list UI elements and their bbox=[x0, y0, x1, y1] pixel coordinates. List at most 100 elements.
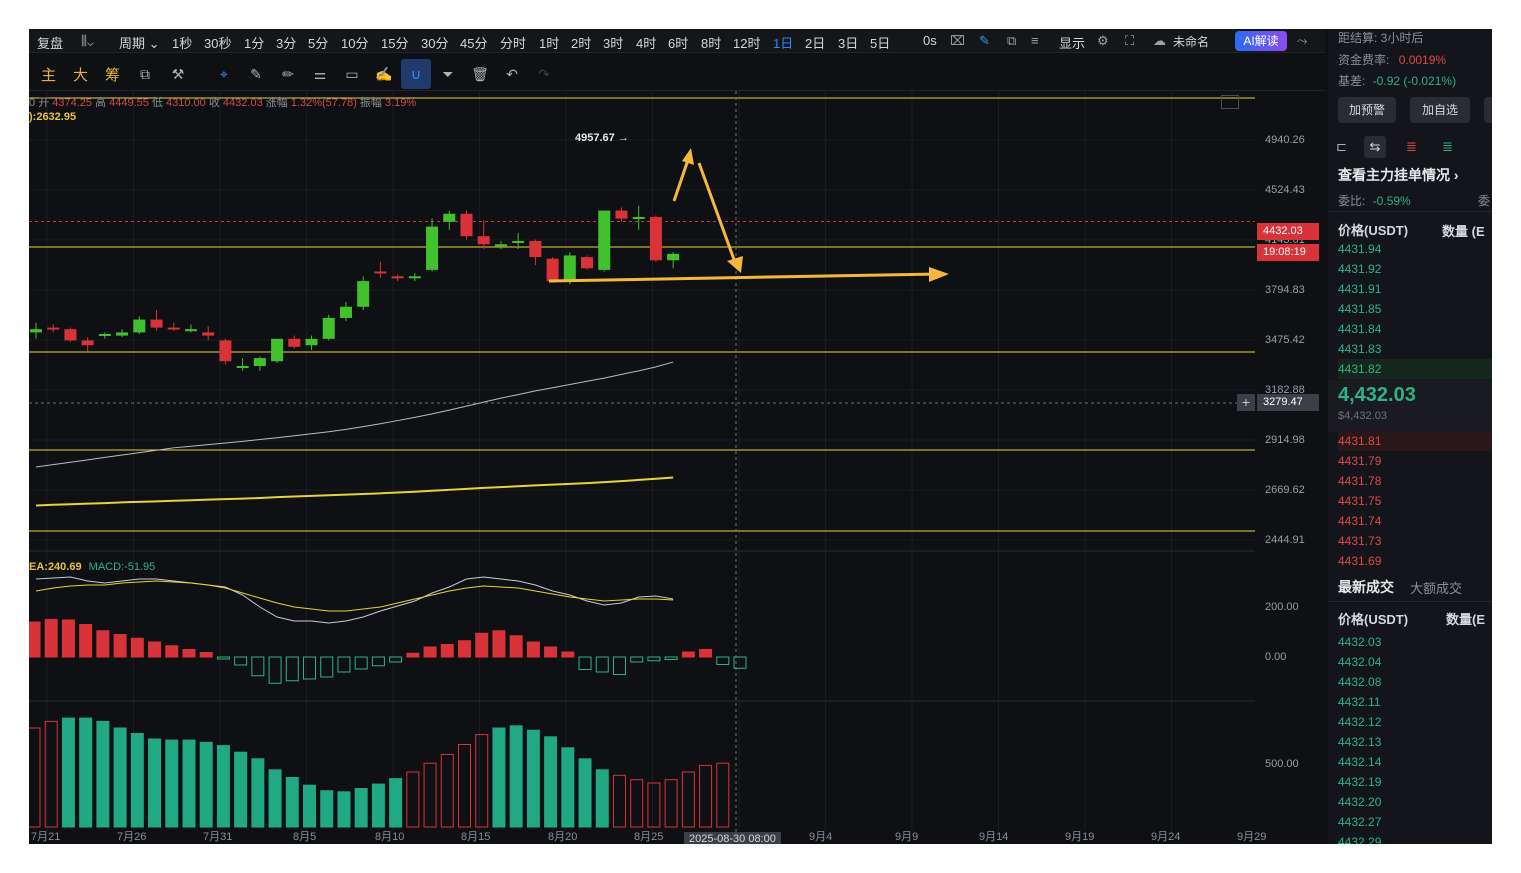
add-favorite-button[interactable]: 加自选 bbox=[1410, 97, 1470, 123]
interval-20[interactable]: 2日 bbox=[805, 36, 826, 51]
interval-12[interactable]: 1时 bbox=[539, 36, 560, 51]
row-price: 4432.12 bbox=[1338, 715, 1382, 729]
book-view-split-icon[interactable]: ⇆ bbox=[1364, 136, 1386, 158]
bid-row[interactable]: 4431.83 bbox=[1338, 339, 1492, 359]
macd-bar bbox=[130, 637, 144, 658]
trade-row[interactable]: 4432.20 bbox=[1338, 792, 1492, 812]
compare-icon[interactable]: ⧉ bbox=[140, 66, 150, 82]
magnet-icon[interactable]: ∪ bbox=[401, 59, 431, 89]
ask-row[interactable]: 4431.75 bbox=[1338, 491, 1492, 511]
text-icon[interactable]: ✍ bbox=[375, 66, 393, 82]
trade-row[interactable]: 4432.13 bbox=[1338, 732, 1492, 752]
interval-5[interactable]: 3分 bbox=[276, 36, 297, 51]
bid-row[interactable]: 4431.91 bbox=[1338, 279, 1492, 299]
candles-icon[interactable]: ⚌ bbox=[313, 66, 327, 82]
more-button[interactable] bbox=[1484, 97, 1492, 123]
price-axis-tick: 3794.83 bbox=[1265, 284, 1305, 296]
tab-large[interactable]: 大 bbox=[73, 67, 89, 84]
date-tick: 9月19 bbox=[1065, 831, 1095, 843]
volume-bar bbox=[561, 747, 575, 828]
interval-15[interactable]: 4时 bbox=[636, 36, 657, 51]
undo-icon[interactable]: ↶ bbox=[506, 66, 518, 82]
chart-type-icon[interactable]: ⫼⌄ bbox=[81, 33, 95, 48]
interval-17[interactable]: 8时 bbox=[701, 36, 722, 51]
add-alert-button[interactable]: 加预警 bbox=[1338, 97, 1396, 123]
ask-row[interactable]: 4431.73 bbox=[1338, 531, 1492, 551]
settings-icon[interactable]: ⚙ bbox=[1097, 33, 1109, 48]
tab-large-trades[interactable]: 大额成交 bbox=[1410, 581, 1463, 596]
interval-10[interactable]: 45分 bbox=[460, 36, 488, 51]
trade-row[interactable]: 4432.12 bbox=[1338, 712, 1492, 732]
chart-canvas[interactable]: 4957.67 → bbox=[29, 91, 1325, 844]
interval-19[interactable]: 1日 bbox=[773, 36, 794, 51]
interval-11[interactable]: 分时 bbox=[500, 36, 527, 51]
trash-icon[interactable]: 🗑 bbox=[471, 66, 489, 82]
interval-16[interactable]: 6时 bbox=[668, 36, 689, 51]
price-chart[interactable]: 4957.67 → 0 开 4374.25 高 4449.55 低 4310.0… bbox=[29, 91, 1325, 844]
trade-row[interactable]: 4432.14 bbox=[1338, 752, 1492, 772]
magic-icon[interactable]: ⚒ bbox=[171, 66, 185, 82]
add-order-icon[interactable]: + bbox=[1237, 394, 1255, 411]
book-view-bids-icon[interactable]: ≣ bbox=[1442, 139, 1453, 154]
edit-icon[interactable]: ✎ bbox=[979, 33, 990, 48]
interval-8[interactable]: 15分 bbox=[381, 36, 409, 51]
interval-3[interactable]: 30秒 bbox=[204, 36, 232, 51]
trade-row[interactable]: 4432.27 bbox=[1338, 812, 1492, 832]
fullscreen-icon[interactable] bbox=[1221, 95, 1239, 109]
window-icon[interactable]: ⧉ bbox=[1007, 33, 1017, 48]
volume-bar bbox=[699, 764, 713, 828]
layout-name-dropdown[interactable]: 未命名 bbox=[1173, 35, 1210, 49]
trade-row[interactable]: 4432.04 bbox=[1338, 652, 1492, 672]
interval-9[interactable]: 30分 bbox=[421, 36, 449, 51]
ask-row[interactable]: 4431.69 bbox=[1338, 551, 1492, 571]
crosshair-tool-icon[interactable]: ⌖ bbox=[220, 66, 228, 82]
tab-chips[interactable]: 筹 bbox=[105, 67, 121, 84]
menu-icon[interactable]: ≡ bbox=[1031, 33, 1039, 48]
filter-icon[interactable]: ⏷ bbox=[442, 66, 454, 82]
trade-row[interactable]: 4432.11 bbox=[1338, 692, 1492, 712]
volume-bar bbox=[61, 717, 75, 828]
bid-row[interactable]: 4431.82 bbox=[1338, 359, 1492, 379]
ask-row[interactable]: 4431.81 bbox=[1338, 431, 1492, 451]
macd-bar bbox=[699, 649, 713, 658]
bid-row[interactable]: 4431.84 bbox=[1338, 319, 1492, 339]
book-view-asks-icon[interactable]: ≣ bbox=[1406, 139, 1417, 154]
display-menu[interactable]: 显示 bbox=[1059, 36, 1086, 51]
period-dropdown[interactable]: 周期 ⌄ bbox=[119, 36, 160, 51]
orderbook-link[interactable]: 查看主力挂单情况 › bbox=[1338, 167, 1459, 183]
interval-14[interactable]: 3时 bbox=[603, 36, 624, 51]
bid-row[interactable]: 4431.85 bbox=[1338, 299, 1492, 319]
trade-row[interactable]: 4432.29 bbox=[1338, 832, 1492, 844]
book-view-both-icon[interactable]: ⊏ bbox=[1336, 139, 1347, 154]
camera-icon[interactable]: ⌧ bbox=[950, 33, 965, 48]
bid-row[interactable]: 4431.92 bbox=[1338, 259, 1492, 279]
tab-latest-trades[interactable]: 最新成交 bbox=[1338, 579, 1394, 595]
pencil-icon[interactable]: ✏ bbox=[282, 66, 294, 82]
interval-4[interactable]: 1分 bbox=[244, 36, 265, 51]
tab-main[interactable]: 主 bbox=[41, 67, 57, 84]
ai-analysis-button[interactable]: AI解读 bbox=[1235, 31, 1287, 51]
bid-row[interactable]: 4431.94 bbox=[1338, 239, 1492, 259]
ask-row[interactable]: 4431.79 bbox=[1338, 451, 1492, 471]
trade-row[interactable]: 4432.03 bbox=[1338, 632, 1492, 652]
replay-button[interactable]: 复盘 bbox=[37, 36, 64, 51]
ask-row[interactable]: 4431.74 bbox=[1338, 511, 1492, 531]
trade-row[interactable]: 4432.08 bbox=[1338, 672, 1492, 692]
ask-row[interactable]: 4431.78 bbox=[1338, 471, 1492, 491]
fullscreen-toggle-icon[interactable]: ⛶ bbox=[1125, 33, 1135, 48]
share-icon[interactable]: ⤳ bbox=[1297, 33, 1308, 48]
cloud-icon[interactable]: ☁ bbox=[1153, 33, 1166, 48]
interval-2[interactable]: 1秒 bbox=[172, 36, 193, 51]
interval-18[interactable]: 12时 bbox=[733, 36, 761, 51]
candle-body bbox=[133, 319, 146, 333]
interval-7[interactable]: 10分 bbox=[341, 36, 369, 51]
clipboard-icon[interactable]: ▭ bbox=[345, 66, 359, 82]
ruler-icon[interactable]: ✎ bbox=[250, 66, 262, 82]
volume-bar bbox=[182, 739, 196, 828]
interval-13[interactable]: 2时 bbox=[571, 36, 592, 51]
trade-row[interactable]: 4432.19 bbox=[1338, 772, 1492, 792]
interval-21[interactable]: 3日 bbox=[838, 36, 859, 51]
redo-icon[interactable]: ↷ bbox=[538, 66, 550, 82]
interval-6[interactable]: 5分 bbox=[308, 36, 329, 51]
interval-22[interactable]: 5日 bbox=[870, 36, 891, 51]
